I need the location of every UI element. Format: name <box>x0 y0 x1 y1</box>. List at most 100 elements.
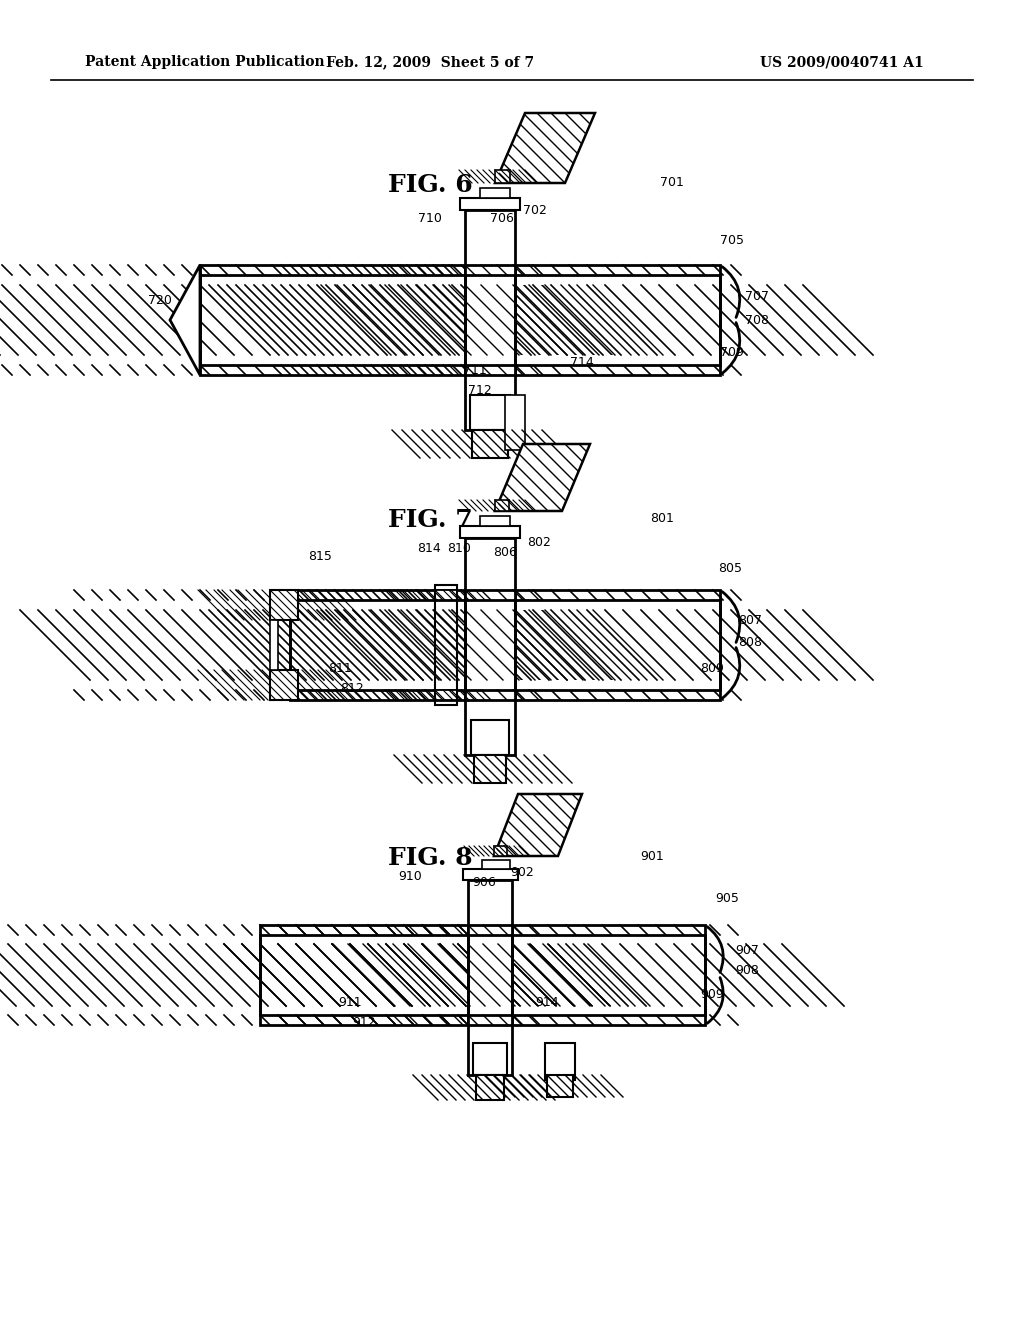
Text: 908: 908 <box>735 964 759 977</box>
Bar <box>512 1006 705 1015</box>
Bar <box>512 935 705 944</box>
Polygon shape <box>170 265 200 375</box>
Bar <box>290 590 465 700</box>
Text: 710: 710 <box>418 211 442 224</box>
Bar <box>470 395 510 430</box>
Text: 910: 910 <box>398 870 422 883</box>
Polygon shape <box>495 114 595 183</box>
Bar <box>465 610 515 680</box>
FancyArrowPatch shape <box>708 978 723 1023</box>
Text: 801: 801 <box>650 511 674 524</box>
Bar <box>515 690 720 700</box>
Text: 901: 901 <box>640 850 664 862</box>
Bar <box>515 680 720 690</box>
Text: 906: 906 <box>472 876 496 890</box>
Text: 815: 815 <box>308 549 332 562</box>
Bar <box>465 275 515 285</box>
Bar <box>460 198 520 210</box>
Bar <box>480 187 510 198</box>
Bar <box>468 880 512 1074</box>
Bar <box>465 590 515 700</box>
Bar <box>468 925 512 1026</box>
Text: Patent Application Publication: Patent Application Publication <box>85 55 325 69</box>
Bar <box>435 590 457 601</box>
Bar <box>515 610 720 680</box>
Bar <box>545 1043 575 1080</box>
Bar <box>465 275 515 366</box>
Text: 810: 810 <box>447 541 471 554</box>
Bar <box>471 719 509 755</box>
Bar <box>468 935 512 1015</box>
Bar <box>465 355 515 366</box>
Bar <box>463 869 518 880</box>
FancyArrowPatch shape <box>722 267 739 317</box>
Bar <box>465 265 515 375</box>
Bar <box>480 516 510 525</box>
Bar <box>474 755 506 783</box>
Bar <box>495 500 509 511</box>
Text: 811: 811 <box>328 661 352 675</box>
Bar <box>515 601 720 690</box>
Bar <box>260 925 468 1026</box>
Bar <box>260 935 468 1015</box>
Bar <box>482 861 510 869</box>
Bar <box>465 366 515 375</box>
Bar <box>515 355 720 366</box>
Text: 702: 702 <box>523 203 547 216</box>
Bar <box>515 590 720 601</box>
Text: 914: 914 <box>535 997 559 1010</box>
Bar <box>290 690 465 700</box>
Text: 708: 708 <box>745 314 769 326</box>
Bar <box>515 285 720 355</box>
Text: 802: 802 <box>527 536 551 549</box>
Bar <box>505 395 525 450</box>
Bar <box>468 1015 512 1026</box>
Bar <box>290 610 465 680</box>
Text: 809: 809 <box>700 661 724 675</box>
Text: 706: 706 <box>490 211 514 224</box>
Bar <box>200 265 465 275</box>
Text: 912: 912 <box>352 1015 376 1028</box>
Bar <box>512 944 705 1006</box>
Bar <box>200 366 465 375</box>
Polygon shape <box>495 444 590 511</box>
FancyArrowPatch shape <box>722 322 739 374</box>
Bar <box>495 170 510 183</box>
Bar <box>260 925 468 935</box>
Text: 902: 902 <box>510 866 534 879</box>
Text: 720: 720 <box>148 293 172 306</box>
Text: US 2009/0040741 A1: US 2009/0040741 A1 <box>760 55 924 69</box>
Polygon shape <box>494 795 582 855</box>
Bar <box>270 620 278 671</box>
Text: 705: 705 <box>720 234 744 247</box>
Bar <box>476 1074 504 1100</box>
Bar <box>515 601 720 610</box>
Bar <box>290 601 465 690</box>
Text: 905: 905 <box>715 891 739 904</box>
Bar <box>260 944 468 1006</box>
Bar <box>515 265 720 275</box>
Bar <box>200 275 465 285</box>
Bar <box>515 366 720 375</box>
Text: FIG. 7: FIG. 7 <box>388 508 472 532</box>
Bar <box>200 355 465 366</box>
Text: 909: 909 <box>700 989 724 1002</box>
Bar <box>473 1043 507 1074</box>
Bar <box>468 944 512 1006</box>
Bar <box>200 285 465 355</box>
Text: 712: 712 <box>468 384 492 396</box>
Text: 814: 814 <box>417 541 440 554</box>
Bar <box>547 1074 573 1097</box>
Bar <box>260 1006 468 1015</box>
Text: 701: 701 <box>660 176 684 189</box>
FancyArrowPatch shape <box>722 591 739 643</box>
Bar <box>512 925 705 1026</box>
Text: 805: 805 <box>718 561 742 574</box>
Bar <box>200 265 465 375</box>
Bar <box>465 285 515 355</box>
Bar <box>465 210 515 430</box>
Bar <box>512 935 705 1015</box>
Bar <box>512 925 705 935</box>
Bar <box>270 590 298 620</box>
Bar <box>465 690 515 700</box>
